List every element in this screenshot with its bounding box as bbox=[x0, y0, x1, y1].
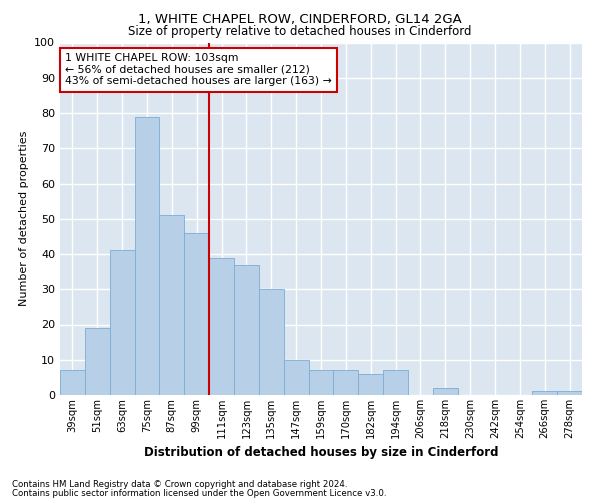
Bar bbox=[308, 370, 334, 395]
Text: 1, WHITE CHAPEL ROW, CINDERFORD, GL14 2GA: 1, WHITE CHAPEL ROW, CINDERFORD, GL14 2G… bbox=[138, 12, 462, 26]
Bar bbox=[284, 360, 308, 395]
Bar bbox=[134, 116, 160, 395]
Bar bbox=[383, 370, 408, 395]
X-axis label: Distribution of detached houses by size in Cinderford: Distribution of detached houses by size … bbox=[144, 446, 498, 460]
Bar bbox=[334, 370, 358, 395]
Bar bbox=[60, 370, 85, 395]
Bar bbox=[234, 264, 259, 395]
Text: Contains public sector information licensed under the Open Government Licence v3: Contains public sector information licen… bbox=[12, 489, 386, 498]
Bar bbox=[358, 374, 383, 395]
Bar bbox=[433, 388, 458, 395]
Bar bbox=[532, 392, 557, 395]
Bar bbox=[184, 233, 209, 395]
Bar bbox=[557, 392, 582, 395]
Bar bbox=[209, 258, 234, 395]
Bar bbox=[160, 215, 184, 395]
Bar bbox=[110, 250, 134, 395]
Text: 1 WHITE CHAPEL ROW: 103sqm
← 56% of detached houses are smaller (212)
43% of sem: 1 WHITE CHAPEL ROW: 103sqm ← 56% of deta… bbox=[65, 53, 332, 86]
Y-axis label: Number of detached properties: Number of detached properties bbox=[19, 131, 29, 306]
Text: Size of property relative to detached houses in Cinderford: Size of property relative to detached ho… bbox=[128, 25, 472, 38]
Text: Contains HM Land Registry data © Crown copyright and database right 2024.: Contains HM Land Registry data © Crown c… bbox=[12, 480, 347, 489]
Bar bbox=[85, 328, 110, 395]
Bar bbox=[259, 289, 284, 395]
